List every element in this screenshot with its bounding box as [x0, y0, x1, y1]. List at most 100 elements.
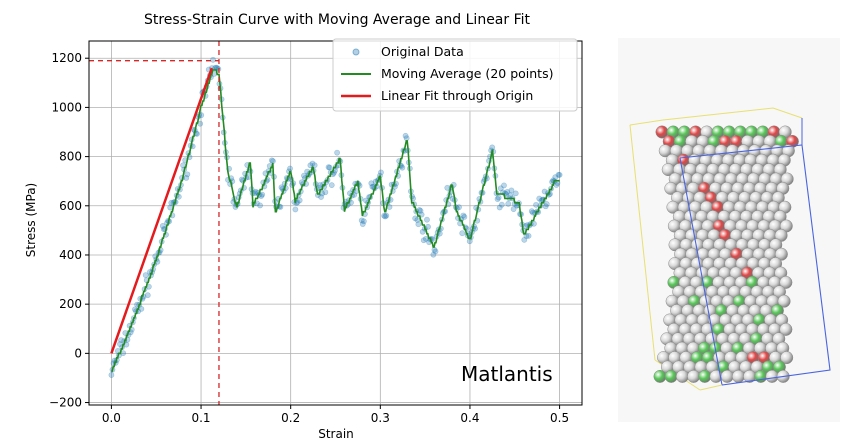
legend-box	[332, 38, 578, 112]
atom	[675, 369, 689, 383]
data-point	[368, 180, 375, 187]
data-point	[461, 213, 468, 220]
data-point	[432, 248, 439, 255]
atom	[720, 369, 734, 383]
x-tick-label: 0.0	[102, 411, 121, 425]
data-point	[142, 272, 149, 279]
y-axis-ticks: −200 0 200 400 600 800 1000 1200	[49, 51, 89, 410]
data-point	[412, 215, 419, 222]
box-edge	[699, 384, 723, 391]
data-point	[498, 201, 505, 208]
y-tick-label: 600	[59, 199, 82, 213]
data-point	[533, 201, 539, 208]
atom-cluster	[653, 125, 799, 383]
data-point	[542, 203, 549, 210]
y-axis-label: Stress (MPa)	[24, 183, 38, 257]
data-point	[326, 164, 333, 171]
legend-label-moving-average: Moving Average (20 points)	[381, 66, 553, 81]
data-point	[420, 237, 427, 244]
data-point	[328, 182, 335, 189]
atomic-simulation-image	[618, 38, 840, 422]
data-point	[417, 207, 424, 214]
data-point	[334, 149, 341, 156]
data-point	[541, 188, 548, 195]
y-tick-label: 0	[74, 346, 82, 360]
atom	[664, 369, 678, 383]
atom	[731, 369, 745, 383]
line-series	[110, 67, 560, 372]
data-point	[521, 236, 528, 243]
data-point	[108, 372, 115, 378]
data-point	[424, 216, 430, 223]
data-point	[402, 132, 409, 139]
data-point	[504, 189, 511, 195]
data-point	[311, 162, 318, 169]
data-point	[512, 190, 519, 197]
data-point	[430, 251, 437, 258]
x-tick-label: 0.3	[371, 411, 390, 425]
legend-label-original-data: Original Data	[381, 44, 464, 59]
data-point	[318, 194, 324, 200]
data-point	[555, 171, 562, 178]
y-tick-label: −200	[49, 396, 82, 410]
atom	[779, 322, 793, 336]
data-point	[525, 232, 532, 239]
simulation-box-back	[629, 107, 803, 391]
data-point	[210, 56, 216, 63]
data-point	[497, 185, 504, 192]
simulation-box-front	[679, 118, 831, 391]
data-point	[456, 204, 462, 211]
data-point	[510, 206, 517, 213]
data-point	[383, 212, 390, 219]
data-point	[425, 223, 431, 230]
atom	[777, 294, 791, 308]
x-tick-label: 0.1	[191, 411, 210, 425]
data-point	[322, 189, 329, 196]
atom	[774, 247, 788, 261]
data-point	[494, 196, 501, 202]
box-edge	[629, 119, 664, 126]
data-point	[459, 230, 466, 237]
data-point	[183, 175, 190, 181]
data-point	[416, 207, 423, 213]
legend-scatter-marker	[352, 48, 360, 56]
legend-label-linear-fit: Linear Fit through Origin	[381, 88, 533, 103]
data-point	[419, 228, 426, 235]
data-point	[403, 135, 410, 142]
x-axis-ticks: 0.0 0.1 0.2 0.3 0.4 0.5	[102, 405, 569, 425]
y-tick-label: 800	[59, 150, 82, 164]
box-edge	[679, 144, 831, 386]
data-point	[495, 194, 502, 201]
data-point	[292, 206, 299, 213]
x-tick-label: 0.4	[460, 411, 479, 425]
data-point	[296, 197, 303, 204]
y-tick-label: 1000	[51, 100, 82, 114]
peak-guides	[89, 41, 220, 405]
stress-strain-chart: Stress-Strain Curve with Moving Average …	[24, 12, 583, 441]
data-point	[523, 233, 530, 239]
data-point	[543, 201, 550, 207]
data-point	[159, 223, 166, 229]
data-point	[252, 188, 259, 195]
data-point	[259, 191, 266, 198]
box-edge	[662, 107, 803, 121]
data-point	[552, 174, 559, 181]
atom	[698, 369, 712, 383]
moving-average-line	[111, 69, 560, 372]
x-tick-label: 0.2	[281, 411, 300, 425]
data-point	[508, 187, 515, 194]
data-point	[536, 195, 543, 202]
data-point	[144, 292, 151, 299]
data-point	[118, 337, 124, 343]
data-point	[556, 171, 563, 178]
box-edge	[629, 124, 656, 361]
data-point	[378, 169, 384, 176]
legend: Original Data Moving Average (20 points)…	[332, 38, 578, 112]
data-point	[399, 164, 406, 171]
data-point	[307, 162, 314, 169]
atom	[653, 369, 667, 383]
x-axis-label: Strain	[318, 427, 354, 441]
y-tick-label: 1200	[51, 51, 82, 65]
data-point	[309, 160, 316, 167]
